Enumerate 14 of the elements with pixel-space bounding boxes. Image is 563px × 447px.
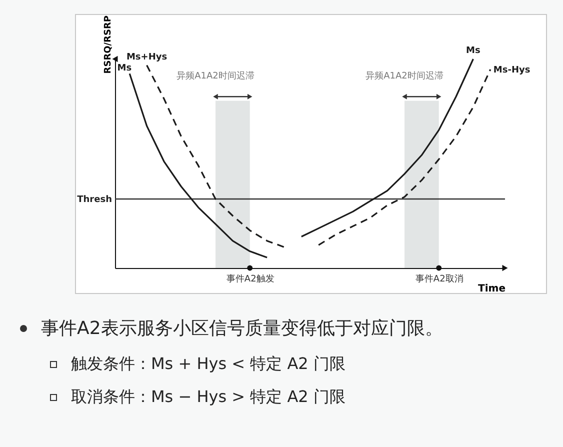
x-tick-label: 事件A2取消 — [415, 274, 464, 284]
text: 取消条件：Ms − Hys > 特定 A2 门限 — [71, 387, 346, 408]
series-label: Ms — [117, 64, 132, 74]
text: 事件A2表示服务小区信号质量变得低于对应门限。 — [41, 317, 443, 340]
ref-line-label: Thresh — [77, 195, 112, 206]
series-label: Ms-Hys — [493, 65, 530, 76]
text: 触发条件：Ms + Hys < 特定 A2 门限 — [71, 354, 346, 375]
series-label: Ms — [466, 46, 480, 56]
y-axis-title: RSRQ/RSRP — [104, 15, 114, 74]
x-axis-title: Time — [478, 284, 506, 294]
annotation: 异频A1A2时间迟滞 — [366, 70, 444, 82]
annotation: 异频A1A2时间迟滞 — [176, 70, 254, 82]
legend-label: Ms+Hys — [126, 52, 168, 62]
x-tick-label: 事件A2触发 — [226, 274, 274, 284]
